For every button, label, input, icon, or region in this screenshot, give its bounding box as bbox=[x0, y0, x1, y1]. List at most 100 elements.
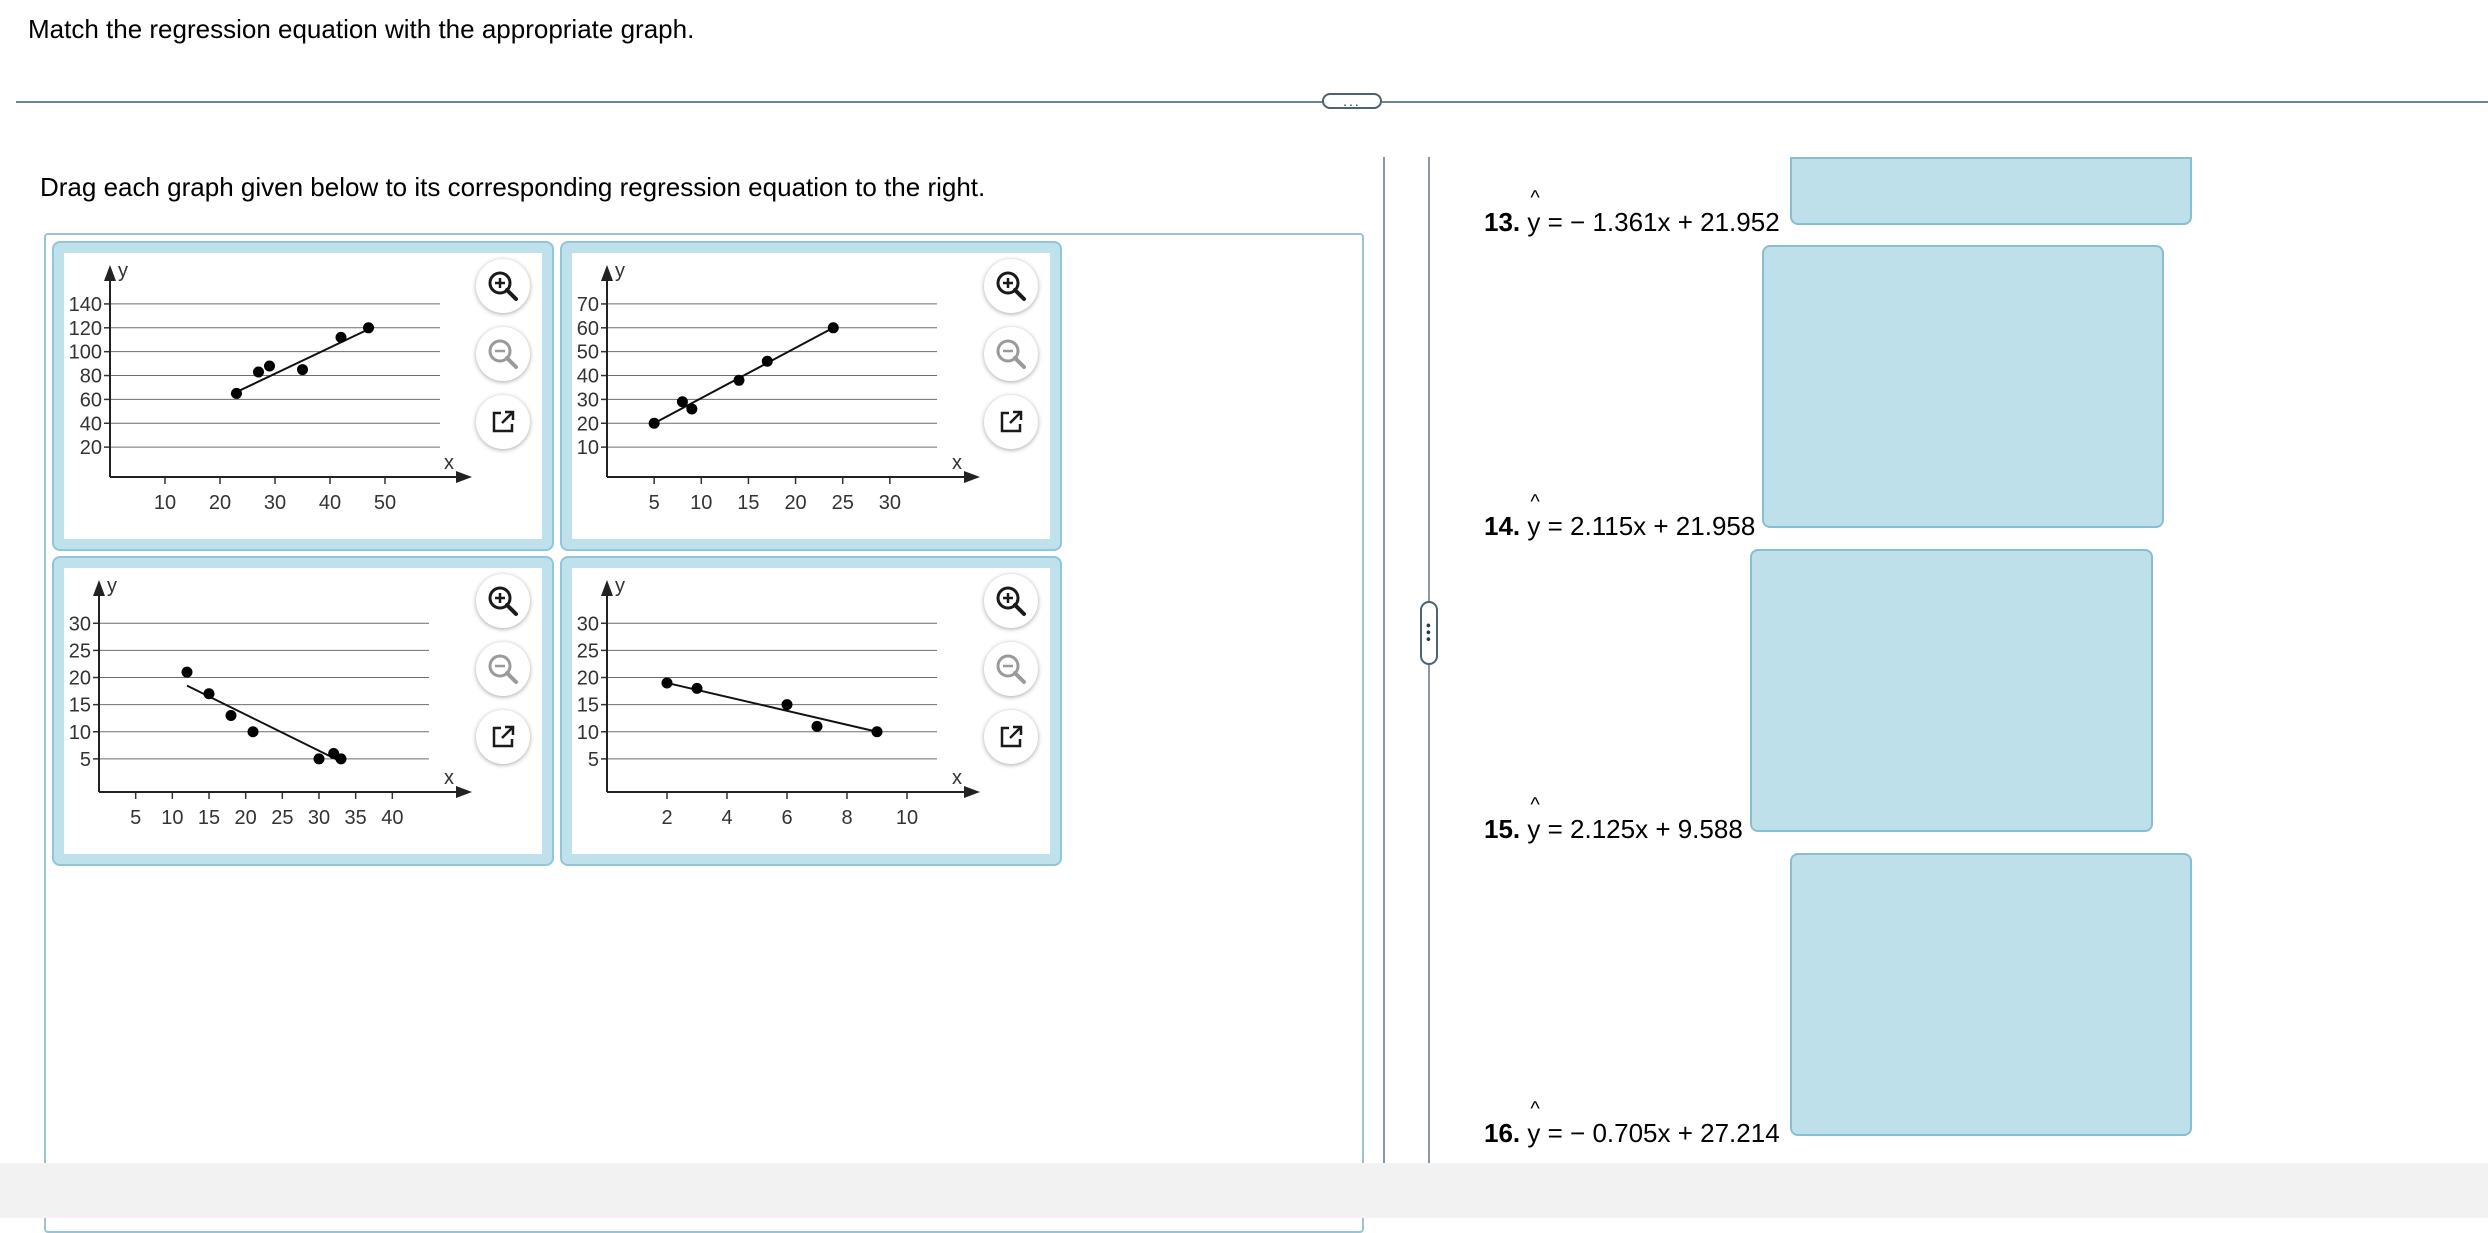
y-tick-label: 25 bbox=[577, 640, 599, 662]
data-point bbox=[264, 360, 275, 372]
x-tick-label: 6 bbox=[781, 807, 792, 829]
data-point bbox=[225, 709, 237, 721]
zoom-in-button[interactable] bbox=[476, 574, 530, 628]
x-axis-arrow bbox=[456, 786, 472, 798]
instruction-text: Match the regression equation with the a… bbox=[28, 14, 695, 44]
data-point bbox=[676, 396, 688, 408]
open-in-new-window-button[interactable] bbox=[476, 710, 530, 764]
zoom-out-button[interactable] bbox=[476, 327, 530, 381]
x-tick-label: 25 bbox=[271, 807, 293, 829]
x-tick-label: 30 bbox=[264, 492, 286, 514]
x-axis-label: x bbox=[952, 452, 962, 474]
x-tick-label: 2 bbox=[661, 807, 672, 829]
zoom-out-button[interactable] bbox=[984, 327, 1038, 381]
y-tick-label: 80 bbox=[80, 366, 102, 388]
y-tick-label: 5 bbox=[588, 749, 599, 771]
y-hat-symbol: y bbox=[1527, 491, 1540, 542]
zoom-in-button[interactable] bbox=[984, 574, 1038, 628]
x-tick-label: 25 bbox=[832, 492, 854, 514]
y-tick-label: 140 bbox=[69, 294, 102, 316]
y-tick-label: 10 bbox=[577, 437, 599, 459]
answer-number: 16. bbox=[1484, 1118, 1521, 1148]
y-axis-arrow bbox=[93, 580, 105, 596]
x-tick-label: 40 bbox=[319, 492, 341, 514]
x-axis-label: x bbox=[444, 767, 454, 789]
zoom-out-icon bbox=[996, 339, 1026, 369]
y-tick-label: 20 bbox=[80, 437, 102, 459]
data-point bbox=[811, 720, 823, 732]
y-hat-symbol: y bbox=[1527, 794, 1540, 845]
zoom-out-icon bbox=[488, 339, 518, 369]
horizontal-divider bbox=[16, 101, 2488, 103]
data-point bbox=[335, 753, 347, 765]
y-tick-label: 5 bbox=[80, 749, 91, 771]
open-in-new-window-button[interactable] bbox=[984, 710, 1038, 764]
data-point bbox=[181, 666, 193, 678]
regression-line bbox=[230, 325, 375, 396]
pane-resize-handle-vertical[interactable]: ••• bbox=[1420, 601, 1438, 665]
x-tick-label: 8 bbox=[841, 807, 852, 829]
graph-card[interactable]: 5 10 15 20 25 30 5 10 15 20 25 30 35 40 x y bbox=[52, 556, 554, 866]
zoom-in-button[interactable] bbox=[984, 259, 1038, 313]
x-axis-arrow bbox=[456, 471, 472, 483]
answer-number: 13. bbox=[1484, 207, 1521, 237]
y-axis-label: y bbox=[118, 260, 128, 282]
footer-bar bbox=[0, 1163, 2488, 1218]
x-tick-label: 15 bbox=[198, 807, 220, 829]
pane-divider-left bbox=[1383, 157, 1385, 1163]
y-tick-label: 40 bbox=[80, 413, 102, 435]
data-point bbox=[297, 364, 308, 376]
y-axis-arrow bbox=[601, 265, 613, 281]
x-tick-label: 10 bbox=[154, 492, 176, 514]
x-tick-label: 30 bbox=[308, 807, 330, 829]
regression-line bbox=[653, 326, 834, 425]
data-point bbox=[247, 726, 259, 738]
answer-drop-zone-15[interactable] bbox=[1750, 549, 2153, 832]
x-tick-label: 10 bbox=[896, 807, 918, 829]
data-point bbox=[781, 699, 793, 711]
y-tick-label: 120 bbox=[69, 318, 102, 340]
x-tick-label: 30 bbox=[879, 492, 901, 514]
open-in-new-window-button[interactable] bbox=[984, 395, 1038, 449]
y-tick-label: 30 bbox=[69, 613, 91, 635]
answer-label-13: 13. y = − 1.361x + 21.952 bbox=[1484, 187, 1780, 238]
y-tick-label: 20 bbox=[577, 413, 599, 435]
x-tick-label: 20 bbox=[209, 492, 231, 514]
answer-drop-zone-16[interactable] bbox=[1790, 853, 2192, 1136]
scatter-plot: 5 10 15 20 25 30 2 4 6 8 10 x y bbox=[577, 575, 980, 829]
y-tick-label: 10 bbox=[577, 722, 599, 744]
x-tick-label: 35 bbox=[345, 807, 367, 829]
x-tick-label: 20 bbox=[235, 807, 257, 829]
x-axis-label: x bbox=[952, 767, 962, 789]
pane-resize-handle-horizontal[interactable]: ... bbox=[1322, 93, 1382, 109]
zoom-out-button[interactable] bbox=[984, 642, 1038, 696]
x-axis-arrow bbox=[964, 786, 980, 798]
x-axis-label: x bbox=[444, 452, 454, 474]
zoom-in-button[interactable] bbox=[476, 259, 530, 313]
answer-drop-zone-14[interactable] bbox=[1762, 245, 2164, 528]
data-point bbox=[871, 726, 883, 738]
graph-card[interactable]: 10 20 30 40 50 60 70 5 10 15 20 25 30 x y bbox=[560, 241, 1062, 551]
y-tick-label: 100 bbox=[69, 342, 102, 364]
graph-card[interactable]: 5 10 15 20 25 30 2 4 6 8 10 x y bbox=[560, 556, 1062, 866]
answer-drop-zone-13[interactable] bbox=[1790, 157, 2192, 225]
zoom-out-button[interactable] bbox=[476, 642, 530, 696]
y-tick-label: 15 bbox=[69, 695, 91, 717]
x-tick-label: 50 bbox=[374, 492, 396, 514]
answer-number: 15. bbox=[1484, 814, 1521, 844]
x-tick-label: 20 bbox=[784, 492, 806, 514]
y-tick-label: 50 bbox=[577, 342, 599, 364]
y-tick-label: 60 bbox=[80, 389, 102, 411]
answer-number: 14. bbox=[1484, 511, 1521, 541]
answer-label-15: 15. y = 2.125x + 9.588 bbox=[1484, 794, 1743, 845]
data-point bbox=[313, 753, 325, 765]
graph-card[interactable]: 20 40 60 80 100 120 140 10 20 30 40 50 x y bbox=[52, 241, 554, 551]
y-axis-label: y bbox=[615, 575, 625, 597]
open-in-new-window-button[interactable] bbox=[476, 395, 530, 449]
y-axis-arrow bbox=[104, 265, 116, 281]
data-point bbox=[231, 387, 242, 399]
regression-equation: = − 0.705x + 27.214 bbox=[1547, 1118, 1780, 1148]
x-tick-label: 10 bbox=[690, 492, 712, 514]
data-point bbox=[335, 331, 347, 343]
